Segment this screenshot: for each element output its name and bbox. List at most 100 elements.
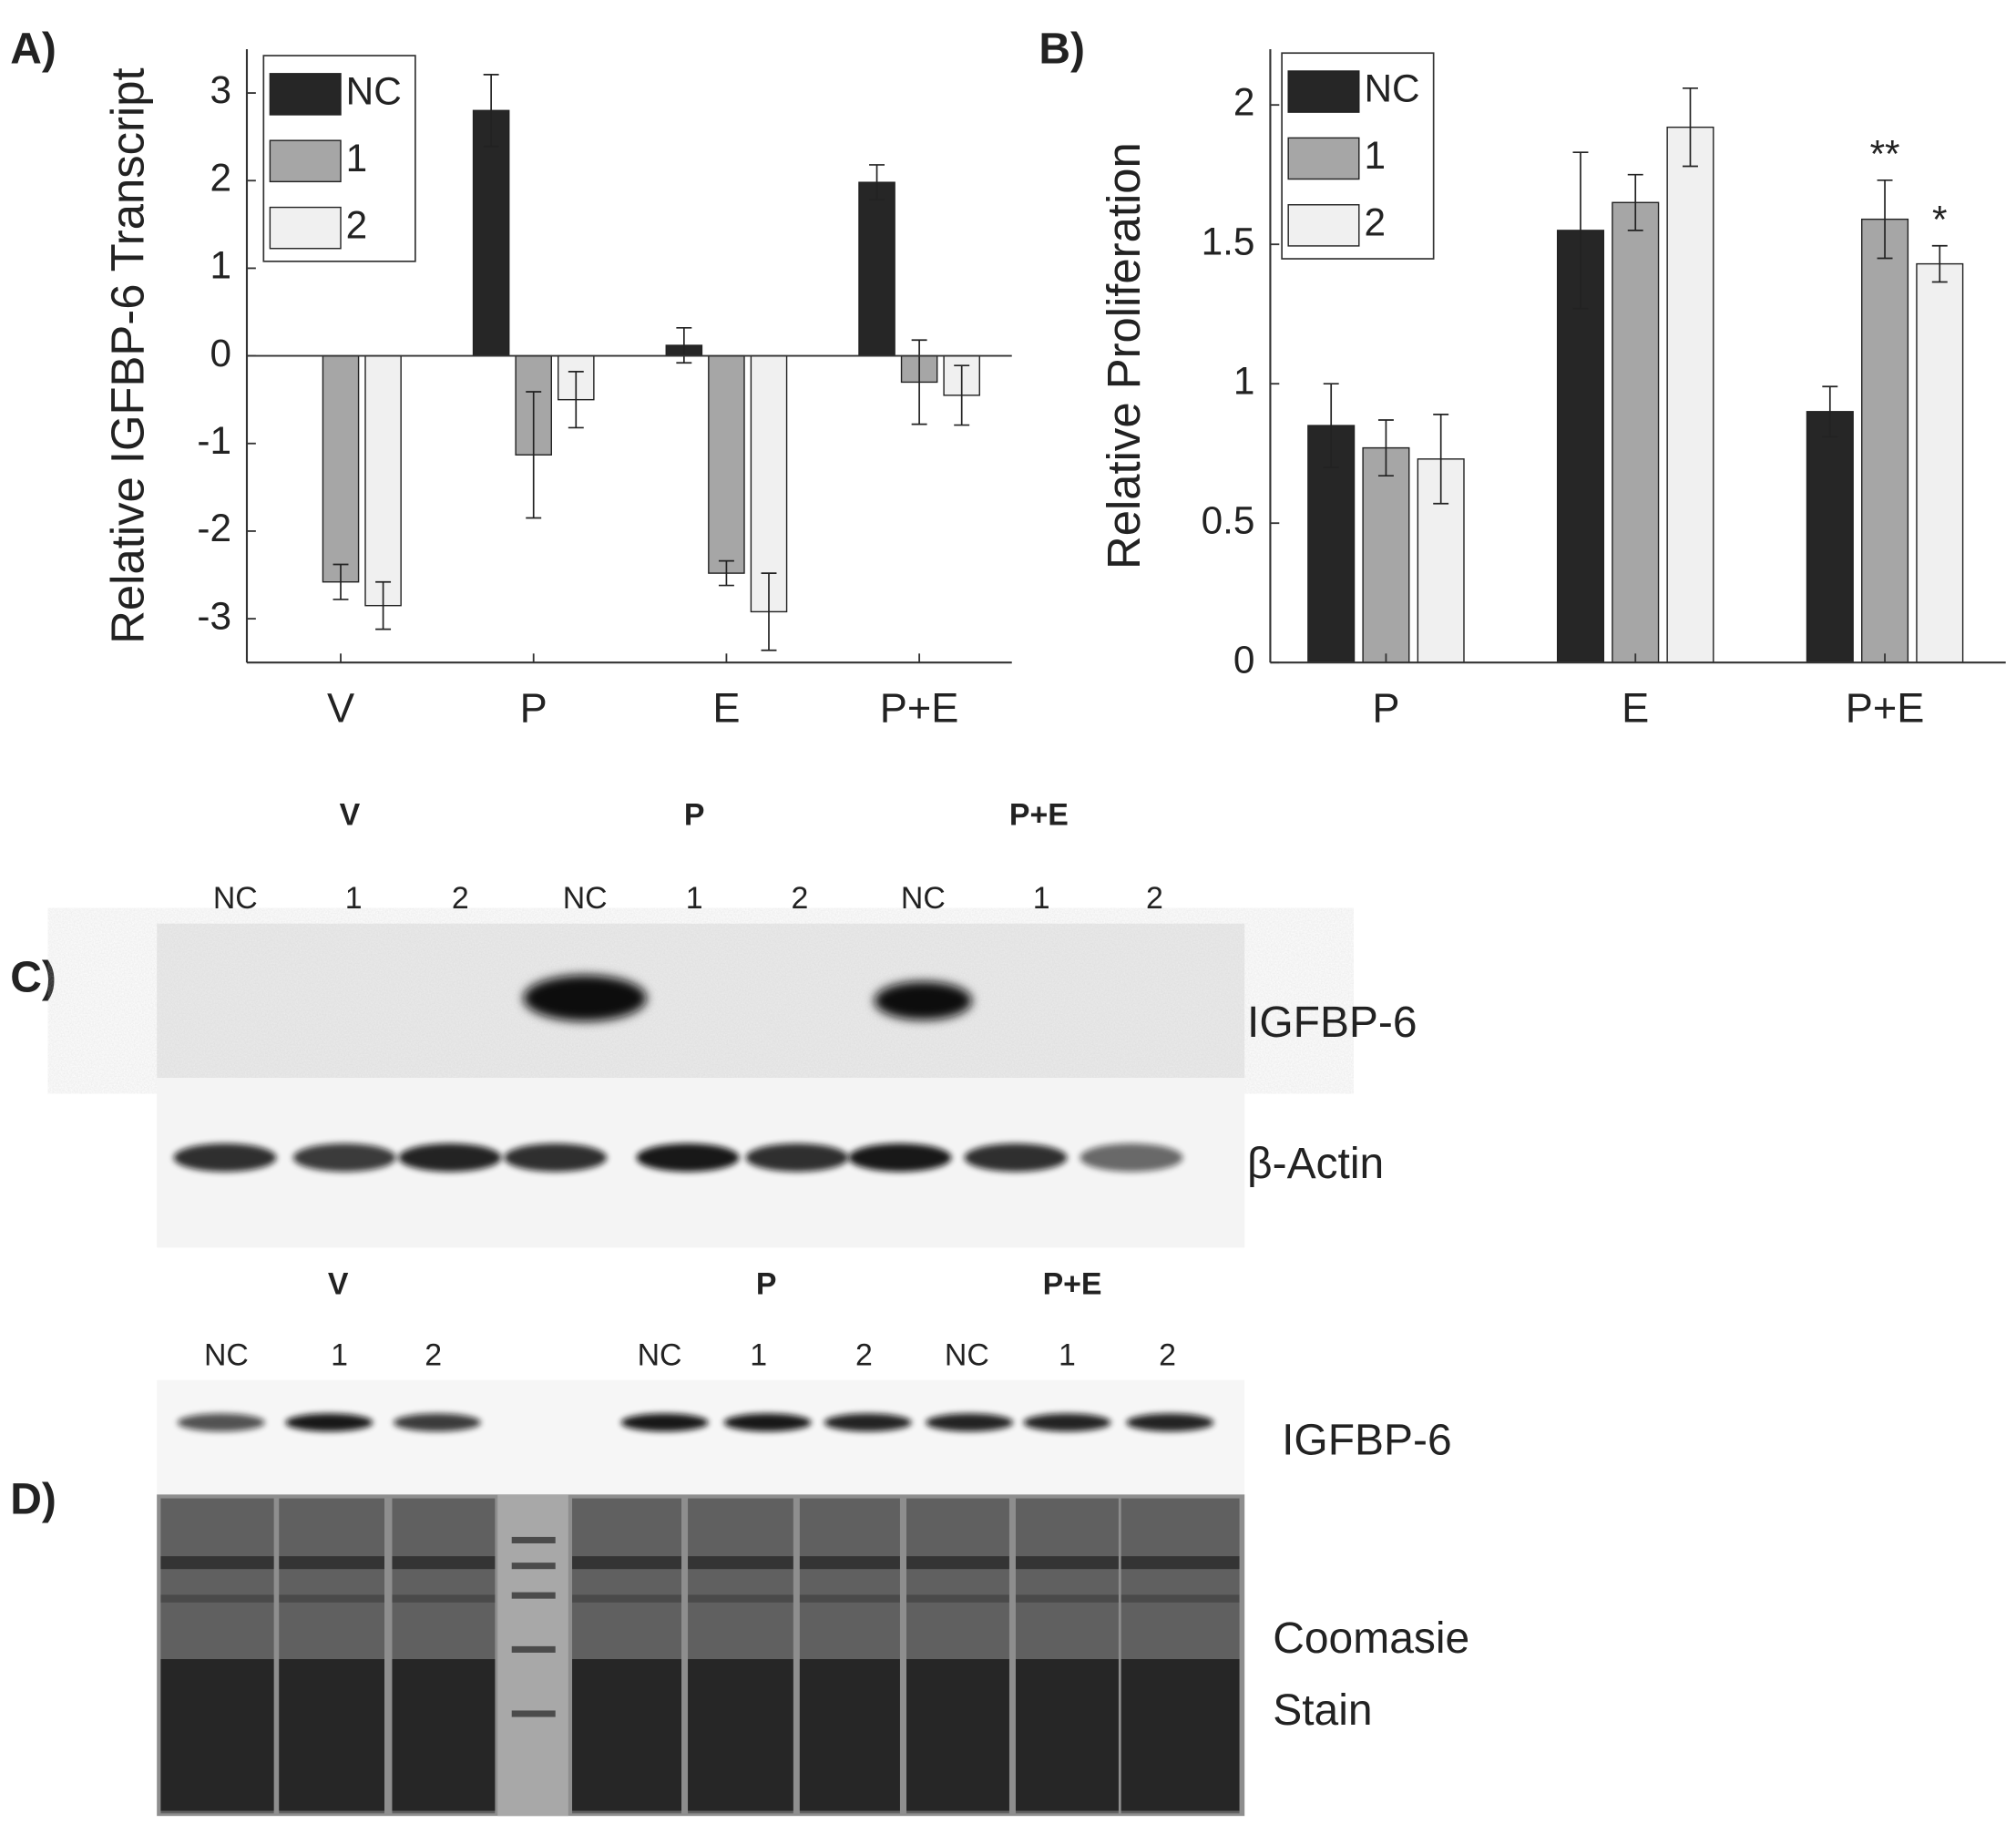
- legend-label: 2: [346, 203, 368, 246]
- legend-label: 1: [346, 137, 368, 179]
- error-bar: [718, 559, 734, 587]
- band: [848, 1143, 952, 1173]
- error-bar: [1931, 244, 1948, 283]
- gel-band: [688, 1594, 793, 1603]
- y-tick-label: 2: [210, 156, 231, 199]
- gel-band: [688, 1556, 793, 1570]
- band: [636, 1143, 740, 1173]
- error-bar: [375, 580, 392, 630]
- error-bar: [1877, 179, 1893, 260]
- gel-lane-bottom: [688, 1658, 793, 1811]
- y-tick-label: 1.5: [1202, 220, 1255, 262]
- y-tick-label: 0: [210, 332, 231, 374]
- blot-noise: [157, 923, 1245, 1079]
- blot-d: IGFBP-6 Coomasie Stain V P P+E NC 1 2 NC 1 2 NC 1 2: [157, 1267, 1469, 1817]
- band: [964, 1143, 1068, 1173]
- gel-band: [1015, 1556, 1119, 1570]
- gel-lane-bottom: [1121, 1658, 1240, 1811]
- x-tick-label: P+E: [1846, 685, 1925, 732]
- band: [523, 975, 647, 1021]
- lane-label: 2: [425, 1337, 442, 1372]
- lane-label: 2: [1159, 1337, 1176, 1372]
- protein-label: β-Actin: [1247, 1140, 1384, 1188]
- stain-label: Coomasie: [1273, 1614, 1469, 1663]
- ladder-band: [511, 1563, 556, 1570]
- protein-label: IGFBP-6: [1247, 999, 1417, 1047]
- bar: [1861, 218, 1909, 663]
- band: [1080, 1143, 1183, 1173]
- significance-label: **: [1870, 133, 1900, 176]
- error-bar: [1627, 173, 1643, 231]
- lane-label: NC: [901, 881, 946, 916]
- band: [874, 981, 972, 1020]
- error-bar: [1822, 385, 1838, 438]
- lane-label: NC: [204, 1337, 249, 1372]
- error-bar: [483, 74, 499, 148]
- gel-band: [279, 1594, 384, 1603]
- bar: [472, 109, 510, 357]
- band: [723, 1413, 812, 1432]
- band: [745, 1143, 849, 1173]
- legend-swatch: [269, 73, 342, 116]
- gel-band: [1121, 1594, 1240, 1603]
- panel-label: A): [10, 25, 56, 73]
- significance-label: *: [1932, 199, 1947, 241]
- y-tick-label: 2: [1233, 80, 1255, 123]
- bar: [1362, 446, 1410, 663]
- lane-label: NC: [945, 1337, 989, 1372]
- bar: [322, 354, 360, 583]
- y-tick-label: 0.5: [1202, 498, 1255, 541]
- gel-band: [1121, 1556, 1240, 1570]
- gel-lane-bottom: [279, 1658, 384, 1811]
- x-tick-label: P+E: [880, 685, 959, 732]
- band: [285, 1413, 374, 1432]
- gel-lane-bottom: [392, 1658, 496, 1811]
- gel-lane-bottom: [906, 1658, 1009, 1811]
- bar: [708, 354, 745, 574]
- legend-swatch: [1287, 204, 1360, 247]
- gel-lane-bottom: [572, 1658, 682, 1811]
- lane-label: 2: [452, 881, 469, 916]
- panel-label: D): [10, 1475, 56, 1523]
- bar: [1612, 201, 1660, 663]
- gel-band: [392, 1556, 496, 1570]
- gel-band: [160, 1556, 274, 1570]
- legend-swatch: [1287, 70, 1360, 113]
- lane-label: NC: [638, 1337, 682, 1372]
- x-tick-label: E: [1622, 685, 1649, 732]
- x-tick-label: V: [327, 685, 354, 732]
- gel-band: [906, 1556, 1009, 1570]
- group-label: P: [756, 1267, 777, 1302]
- ladder-band: [511, 1710, 556, 1717]
- band: [1126, 1413, 1214, 1432]
- blot-c: IGFBP-6 β-Actin V P P+E NC 1 2 NC 1 2 NC 1 2: [157, 798, 1417, 1248]
- bar: [1666, 126, 1714, 663]
- bar: [858, 181, 895, 357]
- gel-ladder-lane: [497, 1494, 568, 1817]
- ladder-band: [511, 1592, 556, 1599]
- legend-swatch: [1287, 137, 1360, 180]
- lane-label: 2: [855, 1337, 873, 1372]
- gel-band: [572, 1594, 682, 1603]
- error-bar: [954, 364, 970, 426]
- error-bar: [1323, 383, 1339, 468]
- error-bar: [761, 572, 777, 651]
- band: [1023, 1413, 1111, 1432]
- gel-lane-bottom: [160, 1658, 274, 1811]
- error-bar: [1377, 419, 1394, 477]
- y-tick-label: -2: [197, 507, 231, 549]
- band: [398, 1143, 502, 1173]
- gel-lane-bottom: [799, 1658, 900, 1811]
- chart: -3 -2 -1 0 1 2 3 Relative IGFBP-6 Transcript V P E…: [101, 48, 1012, 732]
- band: [504, 1143, 608, 1173]
- gel-band: [279, 1556, 384, 1570]
- error-bar: [1572, 151, 1589, 310]
- lane-label: NC: [563, 881, 608, 916]
- lane-label: 1: [686, 881, 703, 916]
- band: [292, 1143, 396, 1173]
- gel-band: [160, 1594, 274, 1603]
- legend-label: 1: [1364, 134, 1386, 177]
- band: [926, 1413, 1014, 1432]
- bar: [1916, 262, 1964, 663]
